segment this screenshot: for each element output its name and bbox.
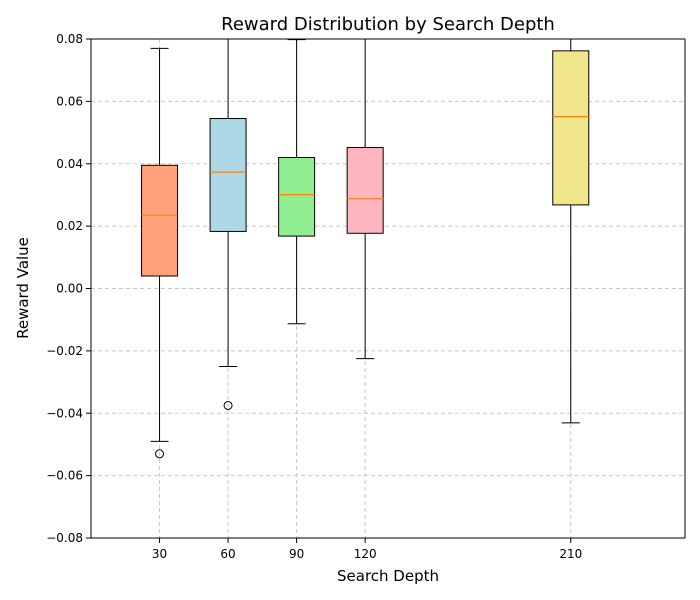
- iqr-box: [209, 118, 247, 232]
- box-group: [346, 39, 384, 360]
- iqr-box: [141, 164, 179, 277]
- y-tick-label: 0.08: [56, 32, 83, 46]
- y-tick-label: 0.02: [56, 219, 83, 233]
- y-tick-label: −0.06: [46, 469, 83, 483]
- x-tick-label: 120: [354, 547, 377, 561]
- y-tick-label: −0.08: [46, 531, 83, 545]
- y-tick-label: 0.06: [56, 94, 83, 108]
- box-series: [141, 39, 590, 459]
- y-axis-label: Reward Value: [14, 237, 32, 339]
- box-group: [552, 39, 590, 424]
- x-tick-label: 90: [289, 547, 304, 561]
- box-group: [278, 39, 316, 325]
- y-tick-label: 0.00: [56, 282, 83, 296]
- iqr-box: [278, 157, 316, 237]
- box-group: [209, 39, 247, 410]
- iqr-box: [346, 147, 384, 234]
- x-tick-label: 60: [220, 547, 235, 561]
- box-group: [141, 47, 179, 459]
- x-tick-label: 210: [559, 547, 582, 561]
- y-tick-label: −0.02: [46, 344, 83, 358]
- iqr-box: [552, 50, 590, 206]
- outlier-point: [155, 449, 165, 459]
- y-axis: −0.08 −0.06 −0.04 −0.02 0.00 0.02 0.04 0.06 0.08: [46, 32, 91, 545]
- x-tick-label: 30: [152, 547, 167, 561]
- x-axis: 30 60 90 120 210: [152, 538, 582, 561]
- y-tick-label: 0.04: [56, 157, 83, 171]
- outlier-point: [223, 400, 233, 410]
- plot-area: −0.08 −0.06 −0.04 −0.02 0.00 0.02 0.04 0.06 0.08…: [46, 32, 686, 561]
- chart-title: Reward Distribution by Search Depth: [221, 14, 555, 35]
- x-axis-label: Search Depth: [337, 567, 439, 585]
- y-tick-label: −0.04: [46, 406, 83, 420]
- grid-lines: [91, 39, 685, 538]
